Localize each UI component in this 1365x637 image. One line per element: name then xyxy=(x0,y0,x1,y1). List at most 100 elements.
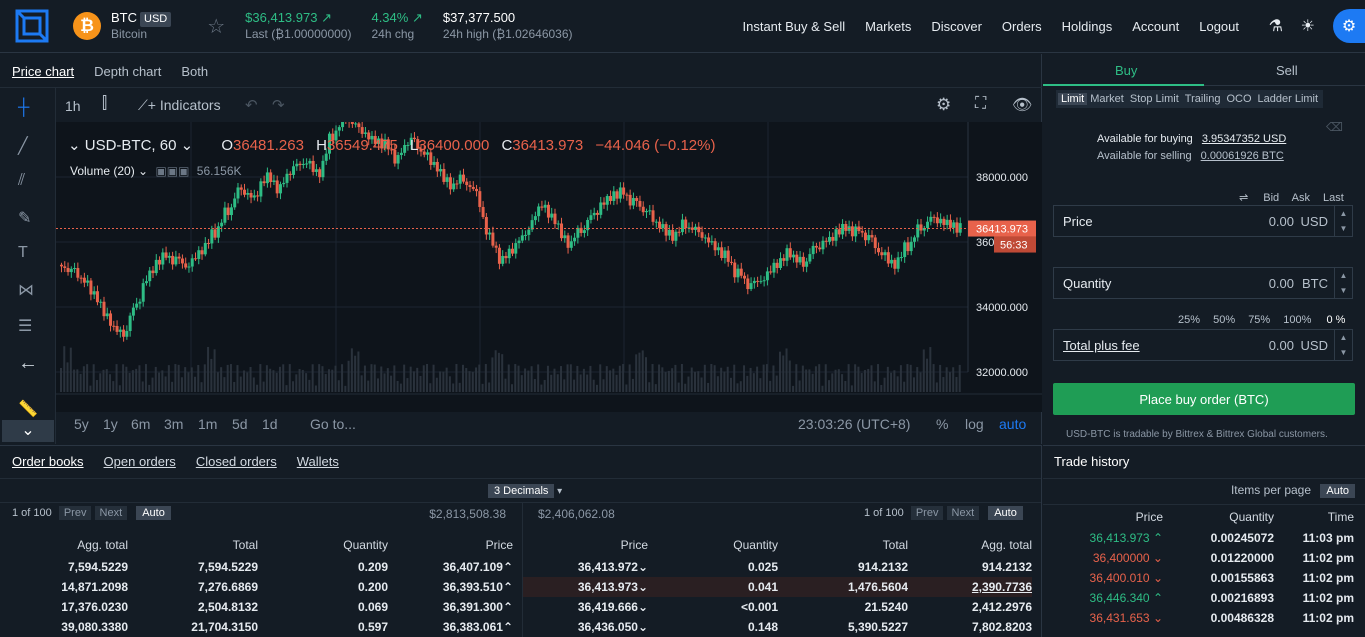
range-1y[interactable]: 1y xyxy=(103,416,118,432)
measure-icon[interactable]: ☰ xyxy=(18,318,33,335)
nav-holdings[interactable]: Holdings xyxy=(1061,18,1113,34)
decimals-select[interactable]: 3 Decimals ▾ xyxy=(482,482,562,498)
quantity-stepper[interactable]: ▲ ▼ xyxy=(1334,268,1352,298)
type-ladder-limit[interactable]: Ladder Limit xyxy=(1257,93,1319,105)
market-pair[interactable]: BTC USD Bitcoin xyxy=(111,10,172,42)
pct-100[interactable]: 100% xyxy=(1283,314,1312,326)
tab-both[interactable]: Both xyxy=(181,64,209,79)
crosshair-icon[interactable]: ┼ xyxy=(18,99,30,116)
fullscreen-icon[interactable]: ⛶ xyxy=(975,95,987,112)
range-5y[interactable]: 5y xyxy=(74,416,89,432)
bids-next-button[interactable]: Next xyxy=(94,506,128,520)
bids-prev-button[interactable]: Prev xyxy=(58,506,92,520)
nav-logout[interactable]: Logout xyxy=(1199,18,1239,34)
bids-auto-select[interactable]: Auto xyxy=(136,506,171,520)
range-6m[interactable]: 6m xyxy=(131,416,151,432)
tab-buy[interactable]: Buy xyxy=(1043,54,1204,86)
available-buying-value[interactable]: 3.95347352 USD xyxy=(1201,133,1287,145)
type-trailing[interactable]: Trailing xyxy=(1184,93,1221,105)
tab-closed-orders[interactable]: Closed orders xyxy=(195,454,277,469)
asks-next-button[interactable]: Next xyxy=(946,506,980,520)
collapse-tools-icon[interactable]: ⌄ xyxy=(2,420,54,442)
fib-icon[interactable]: ⫽ xyxy=(18,172,26,189)
bid-row[interactable]: 14,871.2098 7,276.6869 0.200 36,393.510⌃ xyxy=(61,580,513,594)
pct-75[interactable]: 75% xyxy=(1248,314,1271,326)
bid-row[interactable]: 39,080.3380 21,704.3150 0.597 36,383.061⌃ xyxy=(61,620,513,634)
price-stepper[interactable]: ▲ ▼ xyxy=(1334,206,1352,236)
bids-header-agg[interactable]: Agg. total xyxy=(77,538,128,552)
asks-prev-button[interactable]: Prev xyxy=(910,506,944,520)
pct-25[interactable]: 25% xyxy=(1178,314,1201,326)
auto-toggle[interactable]: auto xyxy=(999,416,1027,432)
range-3m[interactable]: 3m xyxy=(164,416,184,432)
items-per-page-select[interactable]: Auto xyxy=(1320,484,1355,498)
redo-icon[interactable]: ↷ xyxy=(272,97,285,114)
tab-wallets[interactable]: Wallets xyxy=(296,454,339,469)
bids-header-total[interactable]: Total xyxy=(232,538,258,552)
brush-icon[interactable]: ✎ xyxy=(18,210,32,227)
clear-icon[interactable]: ⌫ xyxy=(1326,120,1343,134)
quick-last[interactable]: Last xyxy=(1323,192,1344,204)
percent-toggle[interactable]: % xyxy=(936,416,949,432)
nav-orders[interactable]: Orders xyxy=(1001,18,1042,34)
asks-header-total[interactable]: Total xyxy=(882,538,908,552)
tab-sell[interactable]: Sell xyxy=(1276,63,1298,78)
candle-type-icon[interactable]: ⫿ xyxy=(102,95,108,112)
sun-icon[interactable]: ☀ xyxy=(1300,18,1315,35)
log-toggle[interactable]: log xyxy=(965,416,984,432)
candlestick-chart[interactable]: 40000.00038000.00036000.00034000.0003200… xyxy=(56,107,1042,415)
undo-icon[interactable]: ↶ xyxy=(245,97,258,114)
total-input[interactable]: 0.00 xyxy=(1268,338,1294,353)
total-stepper[interactable]: ▲ ▼ xyxy=(1334,330,1352,360)
quick-ask[interactable]: Ask xyxy=(1291,192,1310,204)
range-1m[interactable]: 1m xyxy=(198,416,218,432)
range-5d[interactable]: 5d xyxy=(232,416,248,432)
type-stop-limit[interactable]: Stop Limit xyxy=(1129,93,1179,105)
chart-settings-icon[interactable]: ⚙ xyxy=(936,95,952,114)
total-field[interactable]: Total plus fee 0.00 USD ▲ ▼ xyxy=(1053,329,1353,361)
bids-header-quantity[interactable]: Quantity xyxy=(343,538,388,552)
price-chart-area[interactable]: 40000.00038000.00036000.00034000.0003200… xyxy=(56,107,1042,415)
volume-tools-icon[interactable]: ▣▣▣ xyxy=(155,164,190,178)
ask-row[interactable]: 36,436.050⌄ 0.148 5,390.5227 7,802.8203 xyxy=(577,620,1032,634)
quantity-field[interactable]: Quantity 0.00 BTC ▲ ▼ xyxy=(1053,267,1353,299)
asks-header-quantity[interactable]: Quantity xyxy=(733,538,778,552)
pct-50[interactable]: 50% xyxy=(1213,314,1236,326)
asks-header-price[interactable]: Price xyxy=(620,538,648,552)
nav-instant-buy-sell[interactable]: Instant Buy & Sell xyxy=(742,18,846,34)
tab-depth-chart[interactable]: Depth chart xyxy=(94,64,162,79)
type-limit[interactable]: Limit xyxy=(1058,93,1088,105)
bid-row[interactable]: 7,594.5229 7,594.5229 0.209 36,407.109⌃ xyxy=(67,560,513,574)
nav-markets[interactable]: Markets xyxy=(865,18,912,34)
tab-open-orders[interactable]: Open orders xyxy=(103,454,176,469)
nav-account[interactable]: Account xyxy=(1132,18,1180,34)
indicators-button[interactable]: ⟋+ Indicators xyxy=(138,97,221,114)
asks-header-agg[interactable]: Agg. total xyxy=(981,538,1032,552)
tab-price-chart[interactable]: Price chart xyxy=(12,64,75,79)
goto-button[interactable]: Go to... xyxy=(310,416,356,432)
bid-row[interactable]: 17,376.0230 2,504.8132 0.069 36,391.300⌃ xyxy=(61,600,513,614)
back-arrow-icon[interactable]: ← xyxy=(18,352,38,374)
place-buy-order-button[interactable]: Place buy order (BTC) xyxy=(1053,383,1355,415)
text-icon[interactable]: T xyxy=(18,244,28,261)
range-1d[interactable]: 1d xyxy=(262,416,278,432)
pct-custom[interactable]: 0 % xyxy=(1326,314,1346,326)
eye-icon[interactable]: 👁 xyxy=(1012,97,1033,114)
settings-gear-icon[interactable]: ⚙ xyxy=(1333,9,1365,43)
volume-dropdown-icon[interactable]: ⌄ xyxy=(134,164,152,178)
pattern-icon[interactable]: ⋈ xyxy=(18,282,34,299)
price-adjust-icon[interactable]: ⇌ xyxy=(1239,192,1249,204)
type-market[interactable]: Market xyxy=(1090,93,1124,105)
interval-selector[interactable]: 1h xyxy=(65,98,81,114)
ask-row[interactable]: 36,413.972⌄ 0.025 914.2132 914.2132 xyxy=(577,560,1032,574)
available-selling-value[interactable]: 0.00061926 BTC xyxy=(1200,150,1284,162)
tab-order-books[interactable]: Order books xyxy=(12,454,84,469)
ask-row[interactable]: 36,413.973⌄ 0.041 1,476.5604 2,390.7736 xyxy=(523,577,1032,597)
bids-header-price[interactable]: Price xyxy=(485,538,513,552)
legend-dropdown-icon[interactable]: ⌄ xyxy=(176,137,194,154)
trendline-icon[interactable]: ╱ xyxy=(18,138,28,155)
price-input[interactable]: 0.00 xyxy=(1268,214,1294,229)
favorite-star-icon[interactable]: ☆ xyxy=(207,15,226,38)
type-oco[interactable]: OCO xyxy=(1226,93,1252,105)
ruler-icon[interactable]: 📏 xyxy=(18,401,38,418)
